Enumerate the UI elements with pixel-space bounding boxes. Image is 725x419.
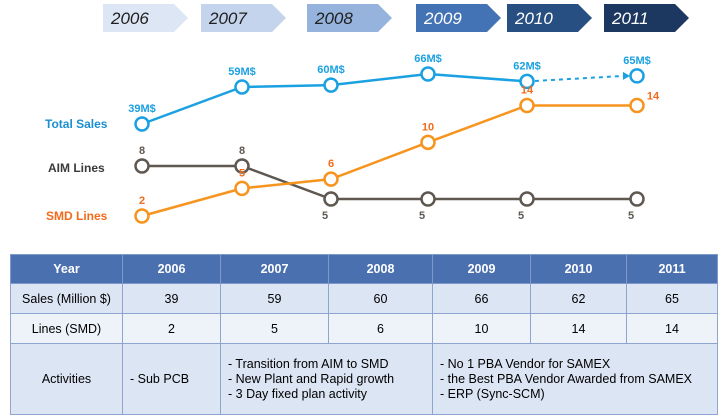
timeline-year-2008: 2008 [314,9,353,28]
series-line-aim-lines [142,164,637,201]
activities-2006: Sub PCB [122,343,221,415]
header-2011: 2011 [626,254,718,284]
table-cell: 60 [328,283,433,314]
series-label-total-sales: Total Sales [45,117,108,131]
row-label: Lines (SMD) [10,313,123,344]
data-label: 59M$ [228,66,256,78]
header-2009: 2009 [432,254,531,284]
data-label: 14 [521,85,534,97]
timeline-chevron-2010 [507,4,592,32]
table-cell: 2 [122,313,221,344]
data-point [134,158,150,174]
data-label: 62M$ [513,60,541,72]
data-point [629,68,645,84]
timeline-chevron-2006 [103,4,188,32]
activities-2009-2011: No 1 PBA Vendor for SAMEX the Best PBA V… [432,343,718,415]
table-cell: 62 [530,283,627,314]
activity-item: Transition from AIM to SMD [228,357,431,371]
table-cell: 65 [626,283,718,314]
data-label: 5 [322,210,328,222]
data-label: 65M$ [623,55,651,67]
sales-row: Sales (Million $) 39 59 60 66 62 65 [10,283,718,314]
forecast-dashed-line [526,74,626,83]
data-label: 39M$ [128,103,156,115]
series-label-aim-lines: AIM Lines [48,161,105,175]
data-point [519,97,535,114]
summary-table: Year 2006 2007 2008 2009 2010 2011 Sales… [10,254,718,415]
data-label: 8 [139,145,145,157]
lines-row: Lines (SMD) 2 5 6 10 14 14 [10,313,718,344]
data-point [519,191,535,207]
activity-item: New Plant and Rapid growth [228,372,431,386]
data-point [323,77,339,93]
timeline-year-2006: 2006 [110,9,149,28]
timeline-year-2009: 2009 [423,9,462,28]
data-label: 10 [422,121,434,133]
table-cell: 14 [626,313,718,344]
data-point [629,191,645,207]
table-cell: 59 [220,283,329,314]
activities-row: Activities Sub PCB Transition from AIM t… [10,343,718,415]
data-point [134,208,150,224]
table-cell: 66 [432,283,531,314]
header-2008: 2008 [328,254,433,284]
data-point [420,191,436,207]
data-point [323,191,339,207]
table-cell: 14 [530,313,627,344]
data-label: 60M$ [317,64,345,76]
timeline-year-2011: 2011 [611,9,649,28]
timeline-year-2007: 2007 [208,9,247,28]
data-label: 5 [628,210,634,222]
timeline-chevron-2011 [604,4,689,32]
table-cell: 5 [220,313,329,344]
table-cell: 6 [328,313,433,344]
activity-item: Sub PCB [130,372,219,386]
data-point [629,97,645,114]
activity-item: 3 Day fixed plan activity [228,387,431,401]
timeline-chevron-2009 [416,4,501,32]
data-point [234,79,250,95]
header-year: Year [10,254,123,284]
forecast-arrowhead [623,71,630,80]
timeline-chevron-2007 [201,4,286,32]
data-point [234,180,250,197]
timeline-year-2010: 2010 [514,9,553,28]
table-header-row: Year 2006 2007 2008 2009 2010 2011 [10,254,718,284]
data-point [519,73,535,90]
data-label: 8 [239,145,245,157]
data-label: 5 [518,210,524,222]
data-point [420,134,436,151]
data-label: 14 [647,91,660,103]
data-point [134,116,150,132]
data-label: 5 [239,167,245,179]
activity-item: No 1 PBA Vendor for SAMEX [440,357,716,371]
data-label: 5 [419,210,425,222]
series-line-smd-lines [141,104,637,218]
timeline-chevron-2008 [307,4,392,32]
header-2006: 2006 [122,254,221,284]
table-cell: 10 [432,313,531,344]
data-label: 6 [328,158,334,170]
row-label: Sales (Million $) [10,283,123,314]
activity-item: the Best PBA Vendor Awarded from SAMEX [440,372,716,386]
series-label-smd-lines: SMD Lines [46,209,108,223]
row-label: Activities [10,343,123,415]
header-2010: 2010 [530,254,627,284]
data-point [323,171,339,187]
data-label: 66M$ [414,53,442,65]
data-point [420,66,436,82]
data-point [234,158,250,174]
activity-item: ERP (Sync-SCM) [440,387,716,401]
table-cell: 39 [122,283,221,314]
header-2007: 2007 [220,254,329,284]
sales-lines-chart: 2006 2007 2008 2009 2010 2011 39M$ 59M$ 60M$ 66M$… [45,4,689,224]
activities-2007-2008: Transition from AIM to SMD New Plant and… [220,343,433,415]
data-label: 2 [139,195,145,207]
